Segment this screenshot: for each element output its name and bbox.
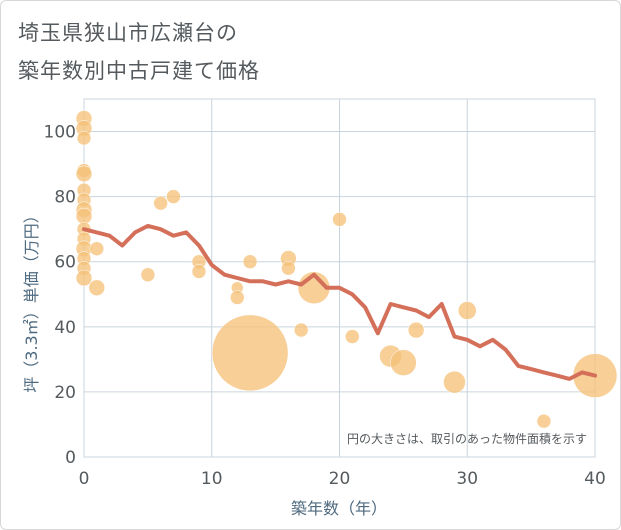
data-point (211, 314, 289, 392)
data-point (153, 195, 168, 211)
bubble-layer (75, 110, 618, 429)
data-point (281, 260, 296, 276)
data-point (332, 212, 347, 227)
data-point (293, 322, 309, 338)
data-point (230, 290, 245, 305)
average-line-layer (82, 223, 597, 381)
data-point (345, 329, 360, 344)
data-point (140, 267, 156, 282)
data-point (166, 189, 181, 204)
tick-labels: 0 10 20 30 40 0 20 40 60 80 100 (44, 123, 606, 489)
x-tick-label: 20 (329, 469, 351, 489)
x-tick-label: 10 (201, 469, 223, 489)
data-point (76, 130, 92, 146)
data-point (536, 413, 552, 429)
chart-title-line1: 埼玉県狭山市広瀬台の (18, 21, 238, 45)
x-tick-label: 30 (456, 469, 478, 489)
data-point (390, 349, 417, 376)
data-point (242, 254, 258, 269)
y-tick-label: 80 (54, 188, 76, 208)
x-axis-label: 築年数（年） (291, 499, 387, 518)
data-point (191, 264, 207, 279)
x-tick-label: 0 (79, 469, 90, 489)
data-point (443, 370, 466, 394)
y-tick-label: 20 (54, 383, 76, 403)
average-price-line (82, 223, 597, 381)
data-point (458, 301, 477, 320)
data-point (75, 269, 93, 287)
y-tick-label: 100 (44, 123, 76, 143)
data-point (89, 241, 105, 256)
data-point (88, 279, 106, 297)
y-tick-label: 40 (54, 318, 76, 338)
chart-title-line2: 築年数別中古戸建て価格 (18, 59, 260, 83)
y-axis-label: 坪（3.3㎡）単価（万円） (22, 207, 41, 392)
size-note: 円の大きさは、取引のあった物件面積を示す (347, 431, 587, 446)
data-point (75, 165, 93, 183)
x-tick-label: 40 (584, 469, 606, 489)
data-point (75, 207, 93, 225)
y-tick-label: 60 (54, 253, 76, 273)
y-tick-label: 0 (65, 448, 76, 468)
data-point (407, 321, 425, 339)
